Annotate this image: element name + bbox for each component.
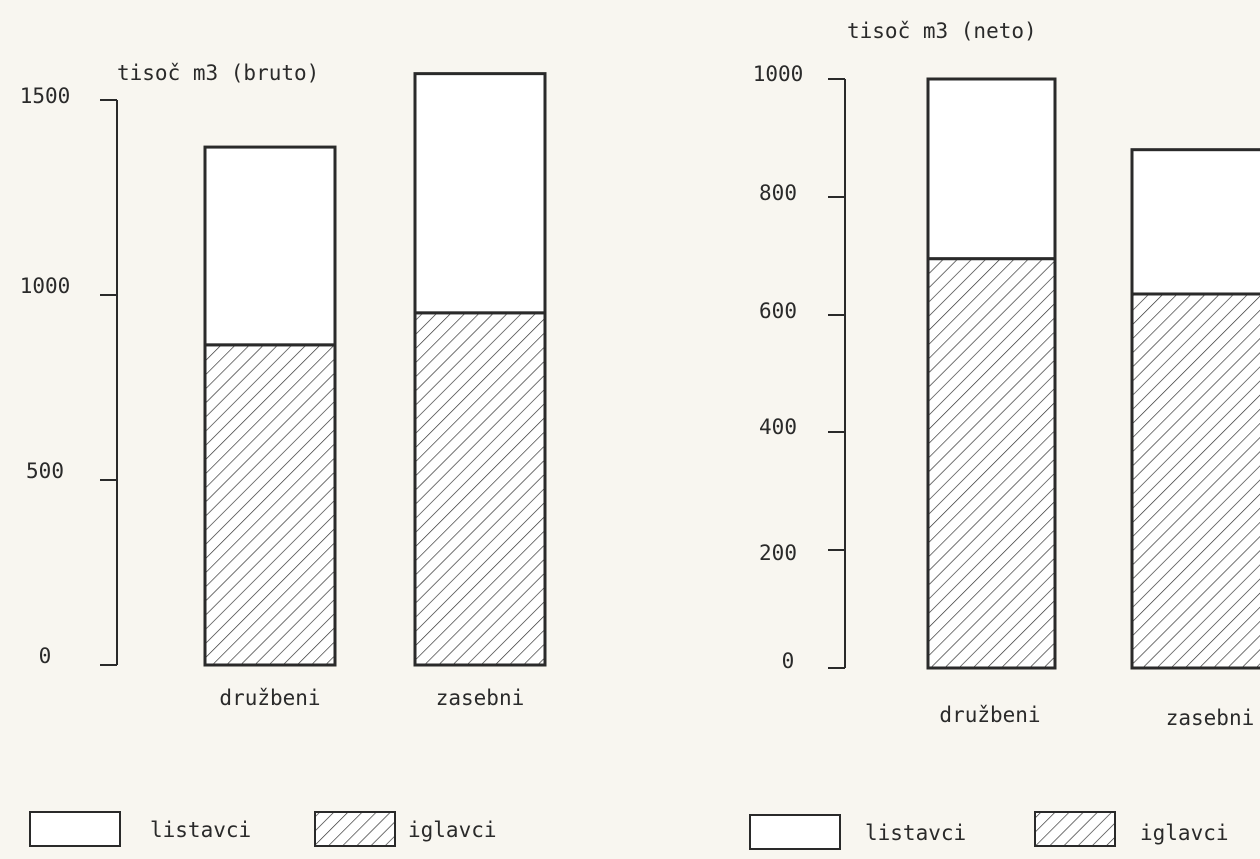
chart-neto-ytick-label-800: 800 — [759, 181, 797, 205]
chart-bruto-legend-swatch-listavci — [29, 811, 121, 847]
chart-bruto-bars — [203, 72, 547, 667]
chart-neto-ytick-label-200: 200 — [759, 541, 797, 565]
chart-neto-ytick-label-600: 600 — [759, 299, 797, 323]
chart-bruto-bar-druzbeni-iglavci — [203, 343, 337, 667]
chart-neto-legend-swatch-iglavci — [1034, 811, 1116, 847]
chart-bruto-ytick-label-1000: 1000 — [20, 274, 71, 298]
chart-neto-bars — [926, 77, 1260, 670]
chart-bruto: tisoč m3 (bruto) 0 500 1000 1500 družben… — [20, 61, 547, 847]
chart-neto-legend-label-iglavci: iglavci — [1140, 821, 1229, 845]
chart-bruto-ytick-label-0: 0 — [39, 644, 52, 668]
chart-neto-legend-label-listavci: listavci — [865, 821, 966, 845]
chart-neto-bar-zasebni-listavci — [1130, 148, 1260, 296]
chart-neto-ytick-label-0: 0 — [782, 649, 795, 673]
chart-bruto-xtick-label-zasebni: zasebni — [436, 686, 525, 710]
chart-bruto-ytick-label-1500: 1500 — [20, 84, 71, 108]
chart-neto-bar-druzbeni-iglavci — [926, 257, 1057, 670]
chart-bruto-legend-label-iglavci: iglavci — [408, 818, 497, 842]
chart-bruto-bar-druzbeni-listavci — [203, 145, 337, 347]
chart-bruto-legend-swatch-iglavci — [314, 811, 396, 847]
chart-bruto-bar-zasebni-iglavci — [413, 311, 547, 667]
chart-bruto-ylabel: tisoč m3 (bruto) — [117, 61, 319, 85]
chart-bruto-xtick-label-druzbeni: družbeni — [219, 686, 320, 710]
chart-bruto-legend-label-listavci: listavci — [150, 818, 251, 842]
chart-neto: tisoč m3 (neto) 0 200 400 600 800 1000 d… — [749, 19, 1260, 850]
chart-neto-xtick-label-druzbeni: družbeni — [939, 703, 1040, 727]
chart-neto-legend-swatch-listavci — [749, 814, 841, 850]
chart-neto-xtick-label-zasebni: zasebni — [1166, 706, 1255, 730]
chart-neto-ylabel: tisoč m3 (neto) — [847, 19, 1037, 43]
chart-neto-ytick-label-400: 400 — [759, 415, 797, 439]
chart-bruto-bar-zasebni-listavci — [413, 72, 547, 315]
chart-neto-bar-druzbeni-listavci — [926, 77, 1057, 261]
chart-neto-bar-zasebni-iglavci — [1130, 292, 1260, 670]
chart-bruto-ytick-label-500: 500 — [26, 459, 64, 483]
chart-neto-ytick-label-1000: 1000 — [753, 62, 804, 86]
